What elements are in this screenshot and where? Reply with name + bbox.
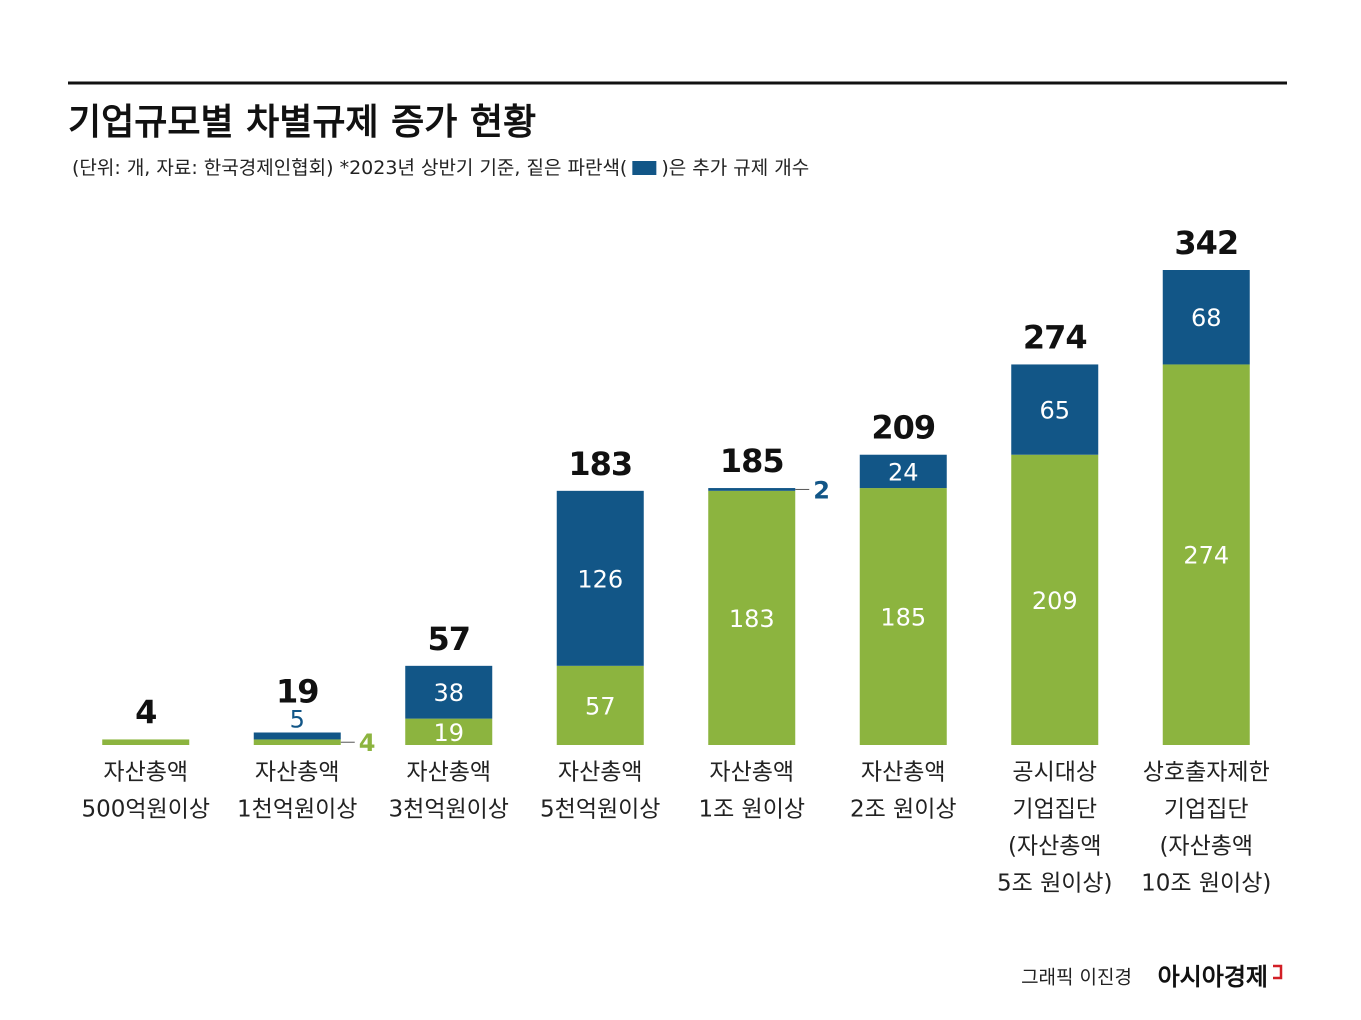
subtitle-part: (단위: 개, 자료: 한국경제인협회) *2023년 상반기 기준, 짙은 파… (72, 157, 627, 179)
x-tick-label: (자산총액 (1008, 834, 1102, 860)
value-label: 65 (1039, 397, 1070, 425)
x-tick-label: 상호출자제한 (1143, 760, 1270, 786)
value-label: 5 (290, 706, 305, 734)
total-label: 185 (720, 442, 784, 480)
value-label: 19 (433, 719, 464, 747)
bar-segment (405, 718, 493, 745)
x-tick-label: 3천억원이상 (389, 797, 509, 823)
value-label: 185 (880, 604, 926, 632)
bar-segment (1011, 364, 1099, 455)
bar-segment (253, 739, 341, 745)
x-tick-label: 500억원이상 (81, 797, 210, 823)
x-tick-label: 자산총액 (103, 760, 188, 786)
x-tick-label: 자산총액 (709, 760, 794, 786)
credit: 그래픽 이진경 (1021, 967, 1132, 989)
logo: 아시아경제 (1158, 963, 1268, 991)
bar-segment (556, 490, 644, 666)
value-label: 183 (729, 605, 775, 633)
x-tick-label: 1조 원이상 (698, 797, 805, 823)
value-label: 209 (1032, 587, 1078, 615)
legend-swatch (632, 161, 657, 175)
x-tick-label: 공시대상 (1012, 760, 1097, 786)
x-tick-label: 2조 원이상 (850, 797, 957, 823)
total-label: 209 (871, 409, 935, 447)
value-label: 126 (577, 565, 623, 593)
bar-segment (556, 665, 644, 745)
value-label: 2 (813, 476, 830, 504)
total-label: 57 (427, 620, 470, 658)
bar-segment (405, 665, 493, 719)
value-label: 38 (433, 679, 464, 707)
total-label: 183 (568, 445, 632, 483)
value-label: 274 (1183, 542, 1229, 570)
x-tick-label: 10조 원이상) (1141, 871, 1271, 897)
subtitle: (단위: 개, 자료: 한국경제인협회) *2023년 상반기 기준, 짙은 파… (72, 157, 809, 179)
bar-segment (253, 732, 341, 740)
total-label: 4 (135, 693, 156, 731)
x-tick-label: 자산총액 (255, 760, 340, 786)
value-label: 24 (888, 458, 919, 486)
x-tick-label: 자산총액 (861, 760, 946, 786)
x-tick-label: 기업집단 (1012, 797, 1097, 823)
bar-segment (859, 488, 947, 745)
x-tick-label: 5조 원이상) (997, 871, 1113, 897)
chart-title: 기업규모별 차별규제 증가 현황 (68, 102, 536, 143)
x-tick-label: (자산총액 (1159, 834, 1253, 860)
total-label: 342 (1174, 224, 1238, 262)
value-label: 4 (359, 729, 376, 757)
bar-segment (1162, 364, 1250, 745)
bar-segment (708, 490, 796, 745)
x-tick-label: 기업집단 (1164, 797, 1249, 823)
bar-segment (102, 739, 190, 745)
x-tick-label: 자산총액 (406, 760, 491, 786)
total-label: 274 (1023, 318, 1087, 356)
bar-segment (1011, 454, 1099, 745)
x-tick-label: 1천억원이상 (237, 797, 357, 823)
bar-segment (859, 454, 947, 489)
logo-mark (1273, 964, 1283, 980)
bar-segment (1162, 270, 1250, 365)
value-label: 68 (1191, 304, 1222, 332)
x-tick-label: 5천억원이상 (540, 797, 660, 823)
value-label: 57 (585, 692, 616, 720)
total-label: 19 (276, 673, 319, 711)
bar-segment (708, 488, 796, 491)
subtitle-part: )은 추가 규제 개수 (661, 157, 809, 179)
x-tick-label: 자산총액 (558, 760, 643, 786)
